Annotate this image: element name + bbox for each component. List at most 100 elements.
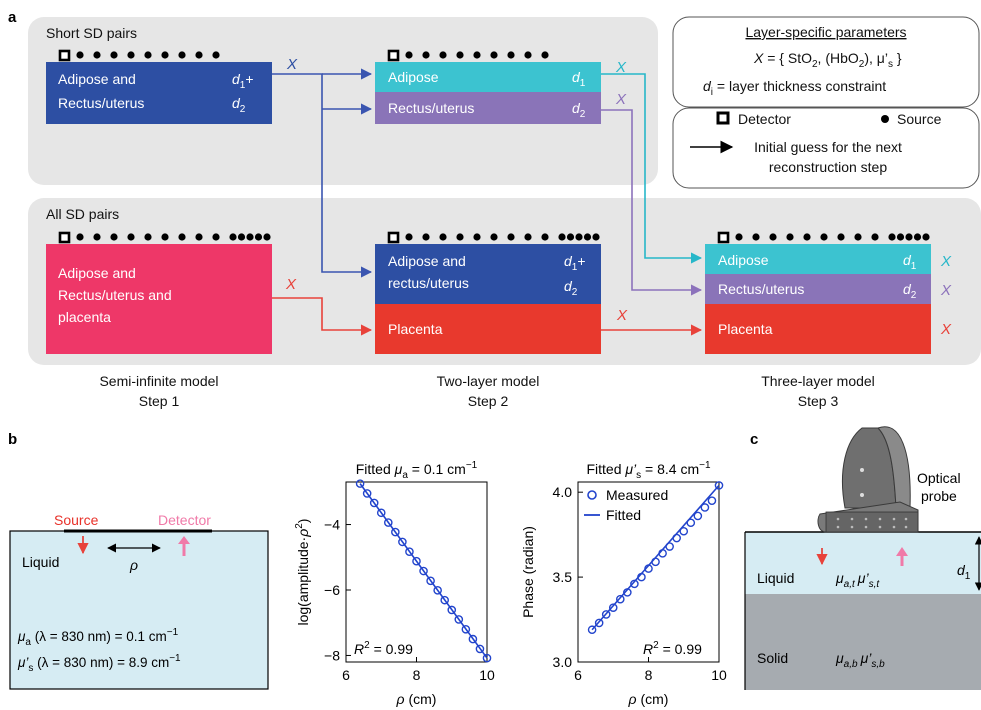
fit-line (359, 483, 488, 659)
y-axis-label: log(amplitude·ρ2) (294, 519, 311, 626)
source-icon (769, 233, 777, 241)
data-point (608, 603, 618, 612)
source-icon (888, 233, 896, 241)
data-point (630, 579, 639, 589)
semi-line1: Adipose and (58, 265, 136, 281)
source-icon (896, 233, 905, 241)
source-icon (490, 233, 498, 241)
chart-phase: Fitted μ’s = 8.4 cm−1 6 8 10 3.0 3.5 4.0 ρ (cm)… (520, 460, 727, 707)
three-adipose-block (705, 244, 931, 274)
panel-a: a Short SD pairs All SD pairs Layer-spec… (8, 9, 981, 409)
x-label-three-rectus: X (940, 282, 952, 299)
caption-semi-2: Step 1 (139, 393, 180, 409)
source-icon (110, 233, 118, 241)
short-semi-block (46, 62, 272, 124)
source-icon (752, 233, 760, 241)
legend-title: Layer-specific parameters (745, 24, 906, 40)
source-icon (575, 233, 583, 241)
data-point (369, 498, 379, 508)
optical-probe-icon (817, 426, 919, 533)
data-point (672, 533, 682, 543)
data-point (651, 557, 660, 567)
source-icon (212, 233, 220, 241)
data-point (447, 605, 457, 615)
r-squared-annotation: R2 = 0.99 (643, 640, 702, 657)
c-solid-params: μa,b μ’s,b (835, 650, 885, 670)
two-line1: Adipose and (388, 253, 466, 269)
source-icon (507, 233, 515, 241)
data-point (714, 481, 724, 490)
y-axis-label: Phase (radian) (520, 526, 536, 618)
source-icon (127, 51, 135, 59)
short-sd-group (28, 17, 658, 185)
panel-a-label: a (8, 9, 17, 26)
detector-icon (58, 49, 71, 62)
source-icon (786, 233, 794, 241)
two-layer-placenta-block (375, 304, 601, 354)
data-point (426, 576, 435, 586)
data-point (383, 518, 393, 527)
source-icon (541, 51, 549, 59)
source-icon (161, 233, 169, 241)
b-mus-line: μ’s (λ = 830 nm) = 8.9 cm−1 (17, 653, 181, 674)
b-rho-label: ρ (129, 557, 138, 573)
short-adipose-d1: d1 (572, 69, 586, 89)
source-icon (127, 233, 135, 241)
data-point (355, 479, 365, 488)
data-point (461, 624, 471, 634)
source-icon (76, 233, 84, 241)
two-d2: d2 (564, 278, 578, 298)
three-rectus-block (705, 274, 931, 304)
sd-row-all-step1 (58, 231, 271, 244)
source-icon (507, 51, 515, 59)
short-semi-line2: Rectus/uterus (58, 95, 144, 111)
x-tick-label: 6 (574, 667, 582, 683)
caption-semi-1: Semi-infinite model (99, 373, 218, 389)
c-detector-arrow-head-icon (896, 547, 908, 556)
legend-arrow-line2: reconstruction step (769, 159, 887, 175)
detector-icon (717, 231, 730, 244)
data-point (376, 508, 386, 518)
three-rectus-label: Rectus/uterus (718, 281, 804, 297)
plot-frame (345, 481, 488, 663)
source-icon (820, 233, 828, 241)
source-icon (913, 233, 922, 241)
short-semi-d1: d1+ (232, 71, 254, 91)
legend-d-line: di = layer thickness constraint (703, 78, 886, 98)
x-tick-label: 8 (645, 667, 653, 683)
source-icon (144, 233, 152, 241)
legend-x-line: X = { StO2, (HbO2), μ’s } (753, 50, 902, 70)
data-point (601, 610, 611, 619)
semi-infinite-block (46, 244, 272, 354)
arrow-semi-to-placenta (272, 297, 373, 336)
source-icon (524, 233, 532, 241)
source-icon (735, 233, 743, 241)
source-icon (524, 51, 532, 59)
source-icon (178, 233, 186, 241)
b-mua-line: μa (λ = 830 nm) = 0.1 cm−1 (17, 627, 179, 648)
data-point (468, 634, 478, 644)
y-tick-label: 3.0 (553, 654, 573, 670)
legend-fitted: Fitted (606, 507, 641, 523)
source-icon (110, 51, 118, 59)
source-icon (76, 51, 84, 59)
y-tick-label: 4.0 (553, 484, 573, 500)
panel-b-label: b (8, 431, 17, 448)
x-label-placenta: X (616, 307, 628, 324)
y-tick-label: −8 (324, 647, 340, 663)
arrow-short-to-two-layer (272, 73, 373, 278)
x-axis-label: ρ (cm) (396, 691, 437, 707)
source-icon (161, 51, 169, 59)
source-icon (422, 233, 430, 241)
data-point (658, 549, 667, 558)
source-icon (263, 233, 271, 241)
source-icon (473, 233, 481, 241)
legend-measured-marker (587, 490, 597, 500)
short-group-title: Short SD pairs (46, 25, 137, 41)
short-rectus-label: Rectus/uterus (388, 100, 474, 116)
sd-row-all-step3 (717, 231, 930, 244)
source-icon (456, 233, 464, 241)
source-icon (881, 115, 889, 123)
semi-line2: Rectus/uterus and (58, 287, 172, 303)
